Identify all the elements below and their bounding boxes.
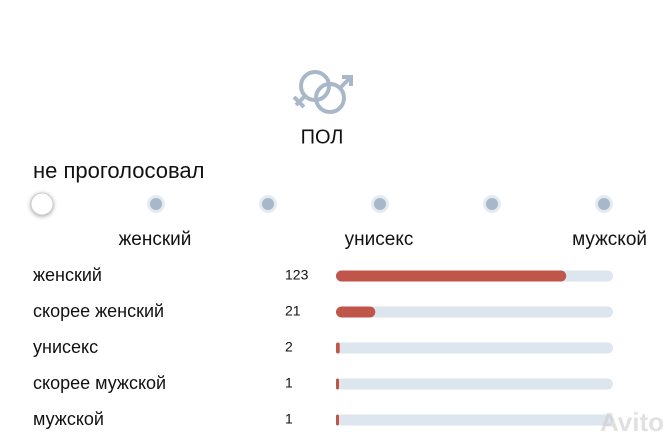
watermark: Avito	[600, 407, 664, 437]
bar	[336, 378, 339, 390]
row-label: мужской	[33, 409, 104, 429]
row-label: скорее мужской	[33, 373, 166, 393]
bar	[336, 306, 376, 318]
slider-stop[interactable]	[147, 195, 165, 213]
slider-stop[interactable]	[371, 195, 389, 213]
bar-track	[336, 306, 613, 318]
row-count: 123	[285, 267, 309, 283]
scale-label: унисекс	[345, 229, 414, 250]
bar	[336, 342, 340, 354]
section-title: ПОЛ	[301, 126, 344, 148]
slider-thumb[interactable]	[30, 192, 54, 216]
slider-stop[interactable]	[259, 195, 277, 213]
row-count: 21	[285, 303, 301, 319]
row-label: унисекс	[33, 337, 98, 357]
row-count: 1	[285, 375, 293, 391]
slider-stop[interactable]	[483, 195, 501, 213]
scale-label: мужской	[572, 229, 647, 250]
bar-track	[336, 342, 613, 354]
scale-label: женский	[119, 229, 192, 250]
row-count: 1	[285, 411, 293, 427]
gender-icon	[292, 70, 353, 114]
row-count: 2	[285, 339, 293, 355]
slider-stop[interactable]	[595, 195, 613, 213]
bar-track	[336, 414, 613, 426]
bar-track	[336, 378, 613, 390]
bar	[336, 270, 567, 282]
results: женский 123 скорее женский 21 унисекс 2 скорее…	[33, 265, 613, 429]
slider[interactable]	[30, 192, 613, 216]
row-label: женский	[33, 265, 102, 285]
row-label: скорее женский	[33, 301, 164, 321]
bar	[336, 414, 339, 426]
vote-status: не проголосовал	[33, 158, 205, 183]
